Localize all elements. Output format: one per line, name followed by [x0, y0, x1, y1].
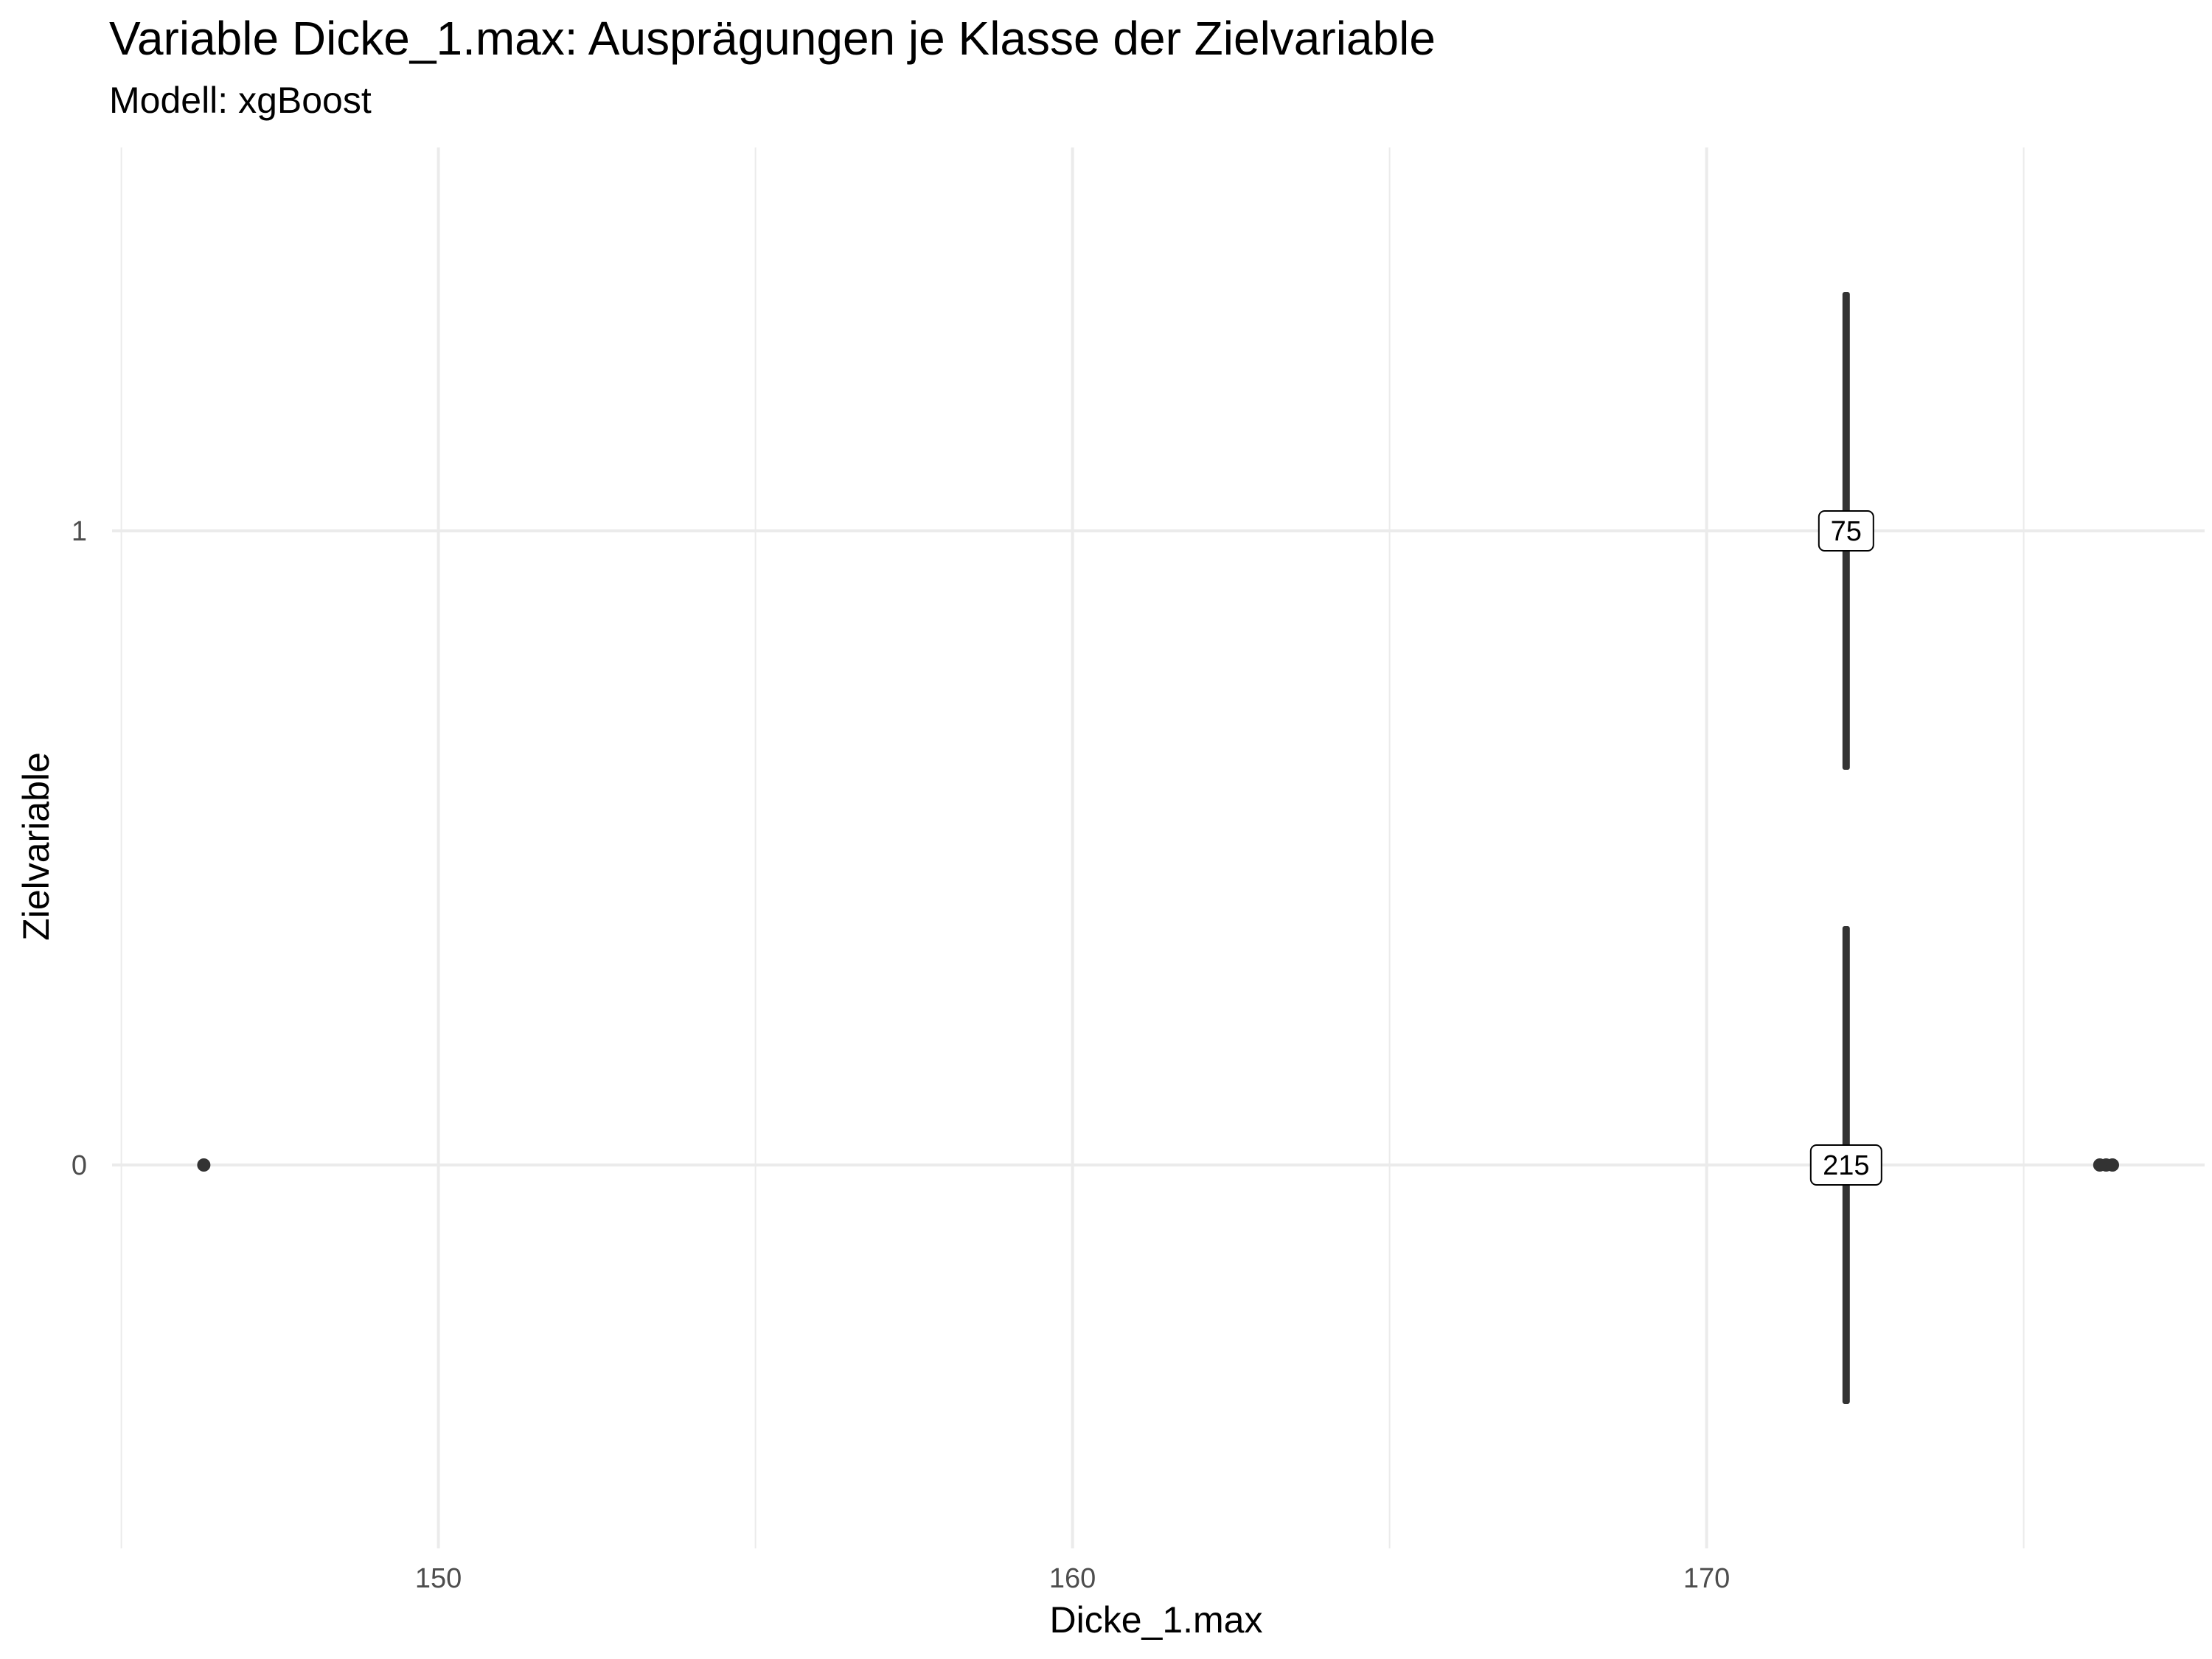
chart-title: Variable Dicke_1.max: Ausprägungen je Kl…	[109, 12, 1436, 65]
chart-subtitle: Modell: xgBoost	[109, 80, 372, 121]
x-tick-label: 170	[1683, 1563, 1730, 1594]
count-label: 75	[1831, 516, 1862, 547]
axis-ticks: 150 160 170 0 1	[72, 516, 1730, 1594]
y-axis-title: Zielvariable	[15, 752, 57, 941]
y-tick-label: 1	[72, 516, 87, 547]
grid-lines	[112, 147, 2205, 1548]
x-tick-label: 150	[415, 1563, 462, 1594]
x-tick-label: 160	[1049, 1563, 1096, 1594]
outlier-point	[197, 1158, 211, 1172]
y-tick-label: 0	[72, 1150, 87, 1181]
outlier-point	[2106, 1158, 2119, 1172]
x-axis-title: Dicke_1.max	[1050, 1599, 1263, 1641]
chart-marks	[197, 292, 2119, 1404]
count-label: 215	[1823, 1150, 1869, 1181]
count-labels: 75 215	[1809, 510, 1882, 1186]
count-label-box	[1809, 1144, 1882, 1186]
count-label-box	[1818, 510, 1874, 552]
